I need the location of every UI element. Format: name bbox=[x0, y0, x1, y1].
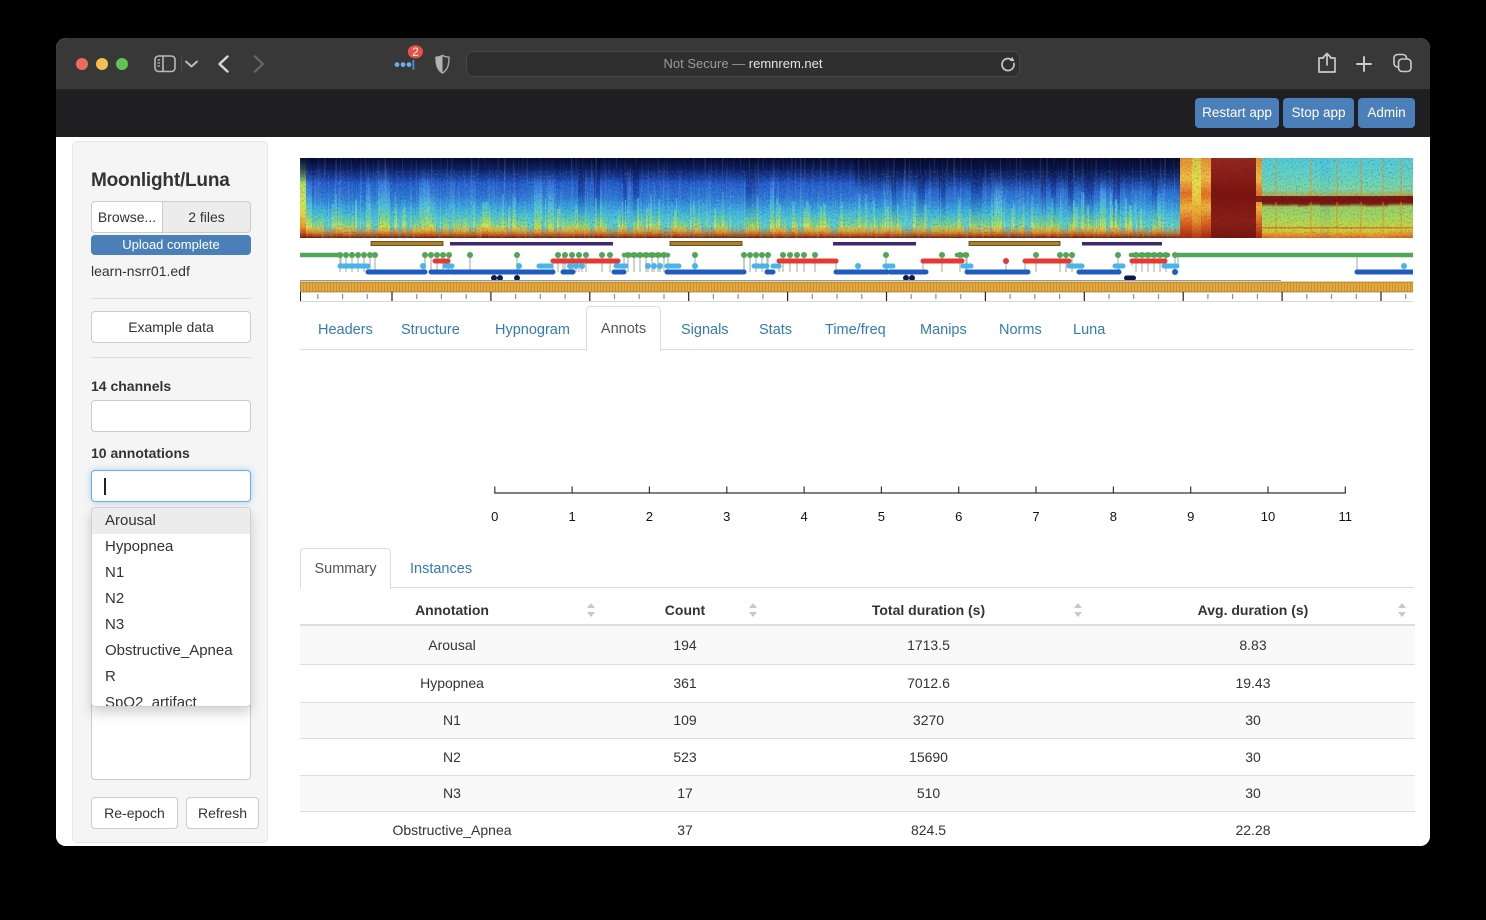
svg-text:11: 11 bbox=[1339, 509, 1353, 524]
svg-text:4: 4 bbox=[800, 509, 807, 524]
svg-text:5: 5 bbox=[878, 509, 885, 524]
svg-text:0: 0 bbox=[491, 509, 498, 524]
svg-text:8: 8 bbox=[1110, 509, 1117, 524]
svg-text:2: 2 bbox=[412, 47, 418, 59]
svg-text:7: 7 bbox=[1032, 509, 1039, 524]
svg-text:6: 6 bbox=[955, 509, 962, 524]
svg-text:10: 10 bbox=[1261, 509, 1275, 524]
svg-text:3: 3 bbox=[723, 509, 730, 524]
svg-text:1: 1 bbox=[568, 509, 575, 524]
svg-text:2: 2 bbox=[646, 509, 653, 524]
svg-text:9: 9 bbox=[1187, 509, 1194, 524]
